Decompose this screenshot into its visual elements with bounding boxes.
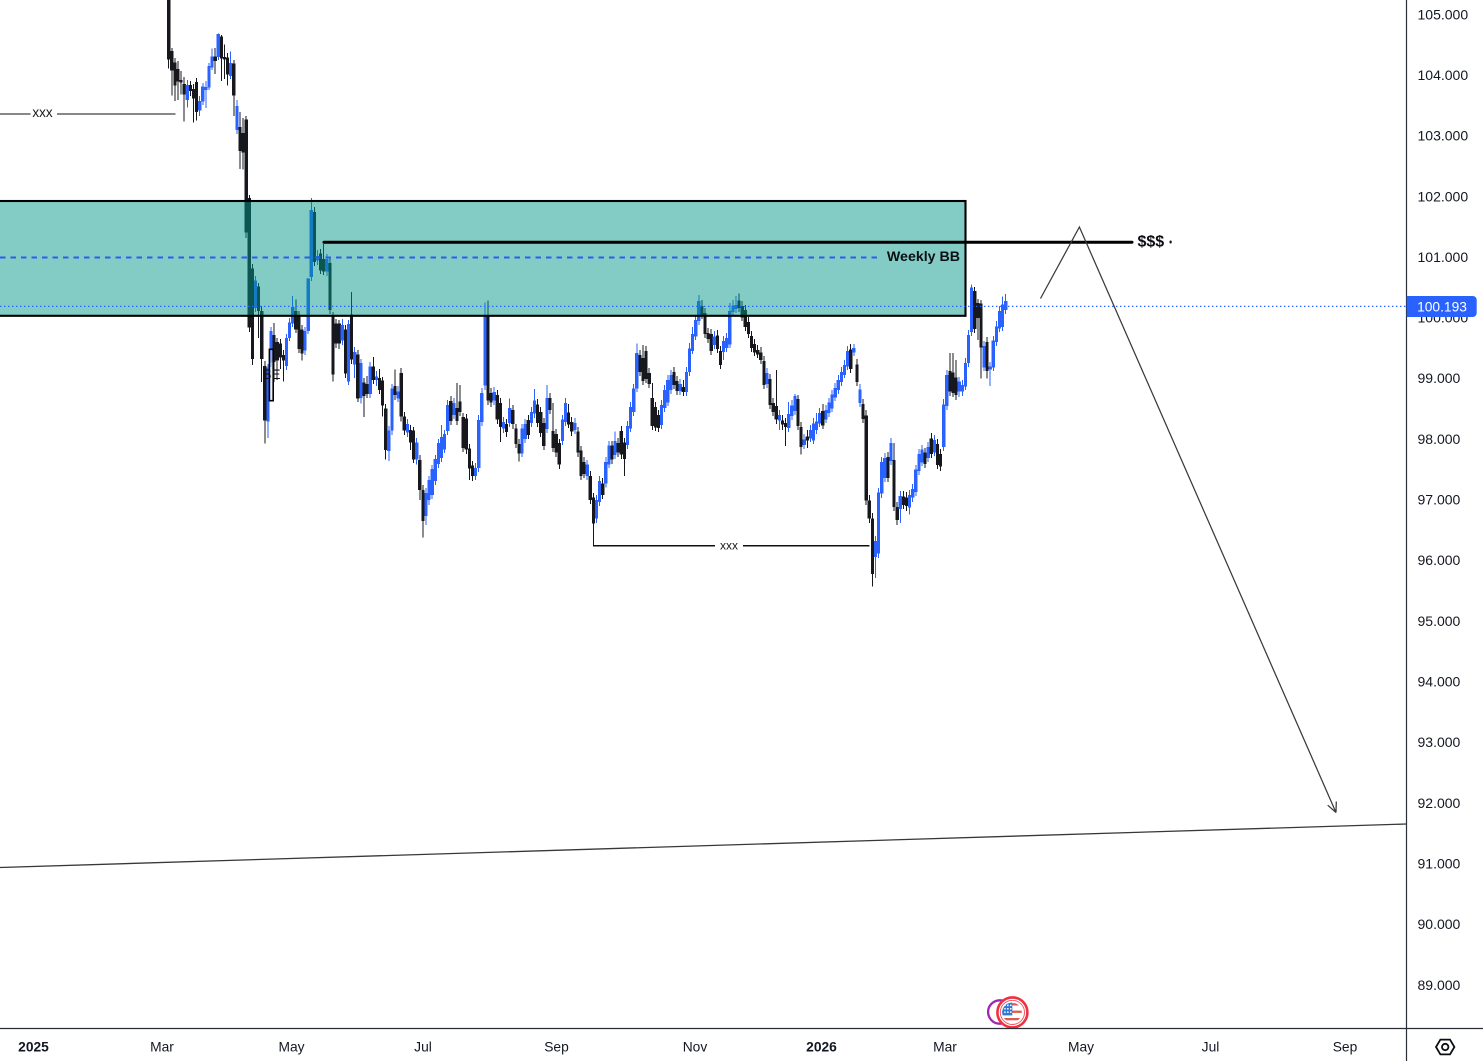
svg-text:98.000: 98.000 [1418,431,1461,447]
svg-text:Sep: Sep [1333,1040,1358,1055]
svg-text:BE: BE [263,367,281,382]
svg-text:91.000: 91.000 [1418,856,1461,872]
svg-text:89.000: 89.000 [1418,977,1461,993]
svg-text:May: May [1068,1040,1094,1055]
svg-text:99.000: 99.000 [1418,370,1461,386]
svg-text:93.000: 93.000 [1418,734,1461,750]
svg-text:xxx: xxx [32,105,53,120]
svg-text:104.000: 104.000 [1418,67,1469,83]
svg-text:Mar: Mar [933,1040,957,1055]
svg-text:92.000: 92.000 [1418,795,1461,811]
svg-text:95.000: 95.000 [1418,613,1461,629]
svg-text:Nov: Nov [683,1040,708,1055]
svg-text:100.193: 100.193 [1417,299,1467,314]
svg-text:Mar: Mar [150,1040,174,1055]
svg-text:Jul: Jul [414,1040,432,1055]
svg-text:94.000: 94.000 [1418,674,1461,690]
svg-text:97.000: 97.000 [1418,492,1461,508]
svg-text:90.000: 90.000 [1418,916,1461,932]
svg-text:102.000: 102.000 [1418,188,1469,204]
svg-text:Weekly BB: Weekly BB [887,249,960,265]
svg-text:xxx: xxx [720,539,738,553]
svg-text:96.000: 96.000 [1418,552,1461,568]
svg-text:May: May [278,1040,304,1055]
svg-text:101.000: 101.000 [1418,249,1469,265]
svg-text:2026: 2026 [806,1040,837,1055]
svg-text:105.000: 105.000 [1418,6,1469,22]
svg-text:Jul: Jul [1202,1040,1220,1055]
svg-text:Sep: Sep [544,1040,569,1055]
svg-text:103.000: 103.000 [1418,128,1469,144]
svg-text:$$$: $$$ [1138,234,1165,251]
svg-text:2025: 2025 [18,1040,49,1055]
